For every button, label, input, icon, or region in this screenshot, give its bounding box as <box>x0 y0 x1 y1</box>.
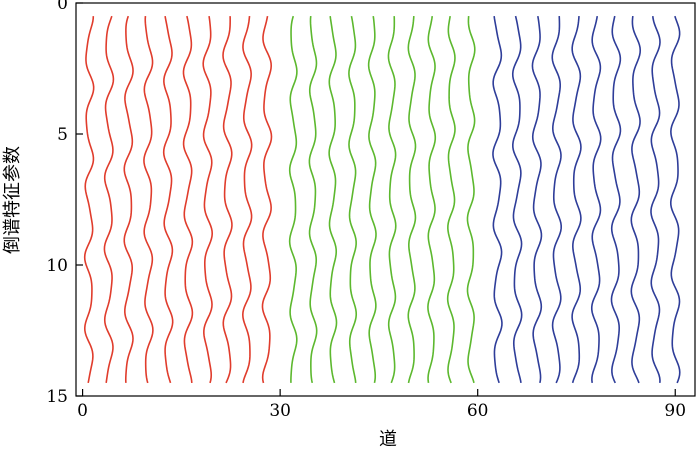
trace-line <box>511 15 523 384</box>
x-tick-label: 30 <box>269 401 291 421</box>
trace-line <box>143 16 154 384</box>
trace-line <box>407 16 417 384</box>
tick-group: 0 30 60 90 0 5 10 15 <box>46 0 686 421</box>
y-tick-label: 0 <box>57 0 68 14</box>
trace-line <box>162 15 174 384</box>
trace-line <box>610 15 622 384</box>
y-tick-label: 10 <box>46 256 68 276</box>
trace-line <box>531 15 543 384</box>
trace-line <box>348 15 358 383</box>
trace-group <box>83 15 681 384</box>
trace-line <box>630 16 642 384</box>
trace-line <box>669 15 681 384</box>
trace-line <box>427 15 437 384</box>
trace-line <box>446 15 456 384</box>
trace-line <box>261 15 273 384</box>
trace-line <box>308 16 318 384</box>
trace-line <box>466 16 476 384</box>
x-tick-label: 60 <box>467 401 489 421</box>
trace-line <box>288 15 298 383</box>
trace-line <box>241 16 253 384</box>
y-tick-label: 5 <box>57 125 68 145</box>
x-axis-title: 道 <box>379 429 397 449</box>
trace-line <box>367 15 377 384</box>
x-tick-label: 0 <box>77 401 88 421</box>
trace-line <box>328 16 338 384</box>
trace-line <box>202 15 214 384</box>
trace-line <box>650 15 661 383</box>
x-tick-label: 90 <box>664 401 686 421</box>
trace-line <box>492 15 503 384</box>
trace-line <box>103 15 115 384</box>
trace-line <box>590 15 602 383</box>
trace-line <box>182 15 194 383</box>
y-tick-label: 15 <box>46 387 68 407</box>
y-axis-title: 倒谱特征参数 <box>2 146 23 254</box>
trace-line <box>222 16 233 384</box>
trace-line <box>387 16 397 384</box>
plot-frame <box>75 2 696 397</box>
trace-line <box>83 16 95 384</box>
trace-line <box>551 16 563 384</box>
trace-line <box>123 15 134 383</box>
trace-line <box>571 16 582 384</box>
